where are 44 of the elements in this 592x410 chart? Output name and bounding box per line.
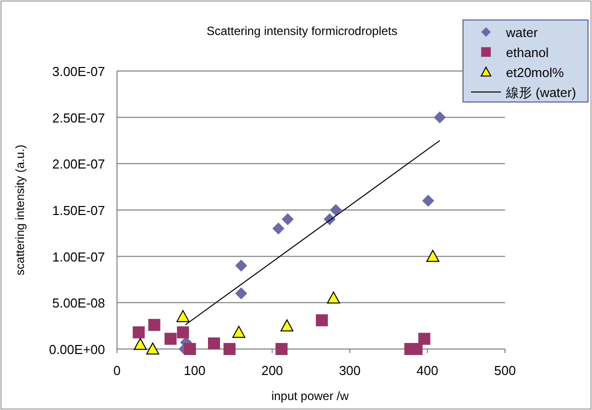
y-tick-label: 1.00E-07: [52, 249, 105, 264]
legend-label: water: [505, 25, 538, 40]
x-tick-label: 100: [184, 363, 206, 378]
point: [280, 319, 294, 332]
x-tick-label: 400: [416, 363, 438, 378]
point: [418, 332, 430, 345]
point: [224, 343, 236, 355]
point: [316, 314, 328, 326]
point: [434, 111, 446, 124]
point: [146, 342, 160, 354]
point: [176, 326, 189, 338]
point: [330, 204, 342, 216]
y-tick-label: 5.00E-08: [52, 296, 105, 311]
point: [276, 343, 288, 355]
point: [164, 332, 177, 345]
x-tick-label: 0: [113, 363, 121, 378]
x-tick-label: 200: [261, 363, 284, 378]
x-tick-label: 500: [494, 363, 516, 378]
x-tick-label: 300: [338, 363, 361, 378]
point: [132, 326, 145, 338]
point: [272, 222, 284, 235]
x-axis-title: input power /w: [271, 389, 350, 403]
point: [184, 343, 196, 355]
y-axis-title: scattering intensity (a.u.): [13, 144, 27, 276]
chart-title: Scattering intensity formicrodroplets: [206, 24, 398, 38]
y-tick-label: 2.50E-07: [52, 110, 105, 126]
legend-label: 線形 (water): [505, 85, 576, 100]
point: [235, 260, 248, 272]
point: [148, 318, 160, 331]
point: [426, 250, 440, 262]
y-tick-label: 2.00E-07: [52, 156, 105, 172]
point: [282, 213, 294, 226]
point: [235, 287, 248, 300]
legend-label: et20mol%: [506, 65, 564, 80]
legend-label: ethanol: [506, 45, 549, 60]
y-tick-label: 3.00E-07: [52, 64, 105, 79]
y-tick-label: 0.00E+00: [48, 342, 105, 357]
point: [327, 292, 340, 304]
point: [232, 326, 246, 338]
point: [176, 310, 190, 322]
y-tick-label: 1.50E-07: [52, 203, 105, 218]
point: [422, 194, 434, 207]
point: [134, 338, 147, 350]
point: [208, 337, 220, 350]
